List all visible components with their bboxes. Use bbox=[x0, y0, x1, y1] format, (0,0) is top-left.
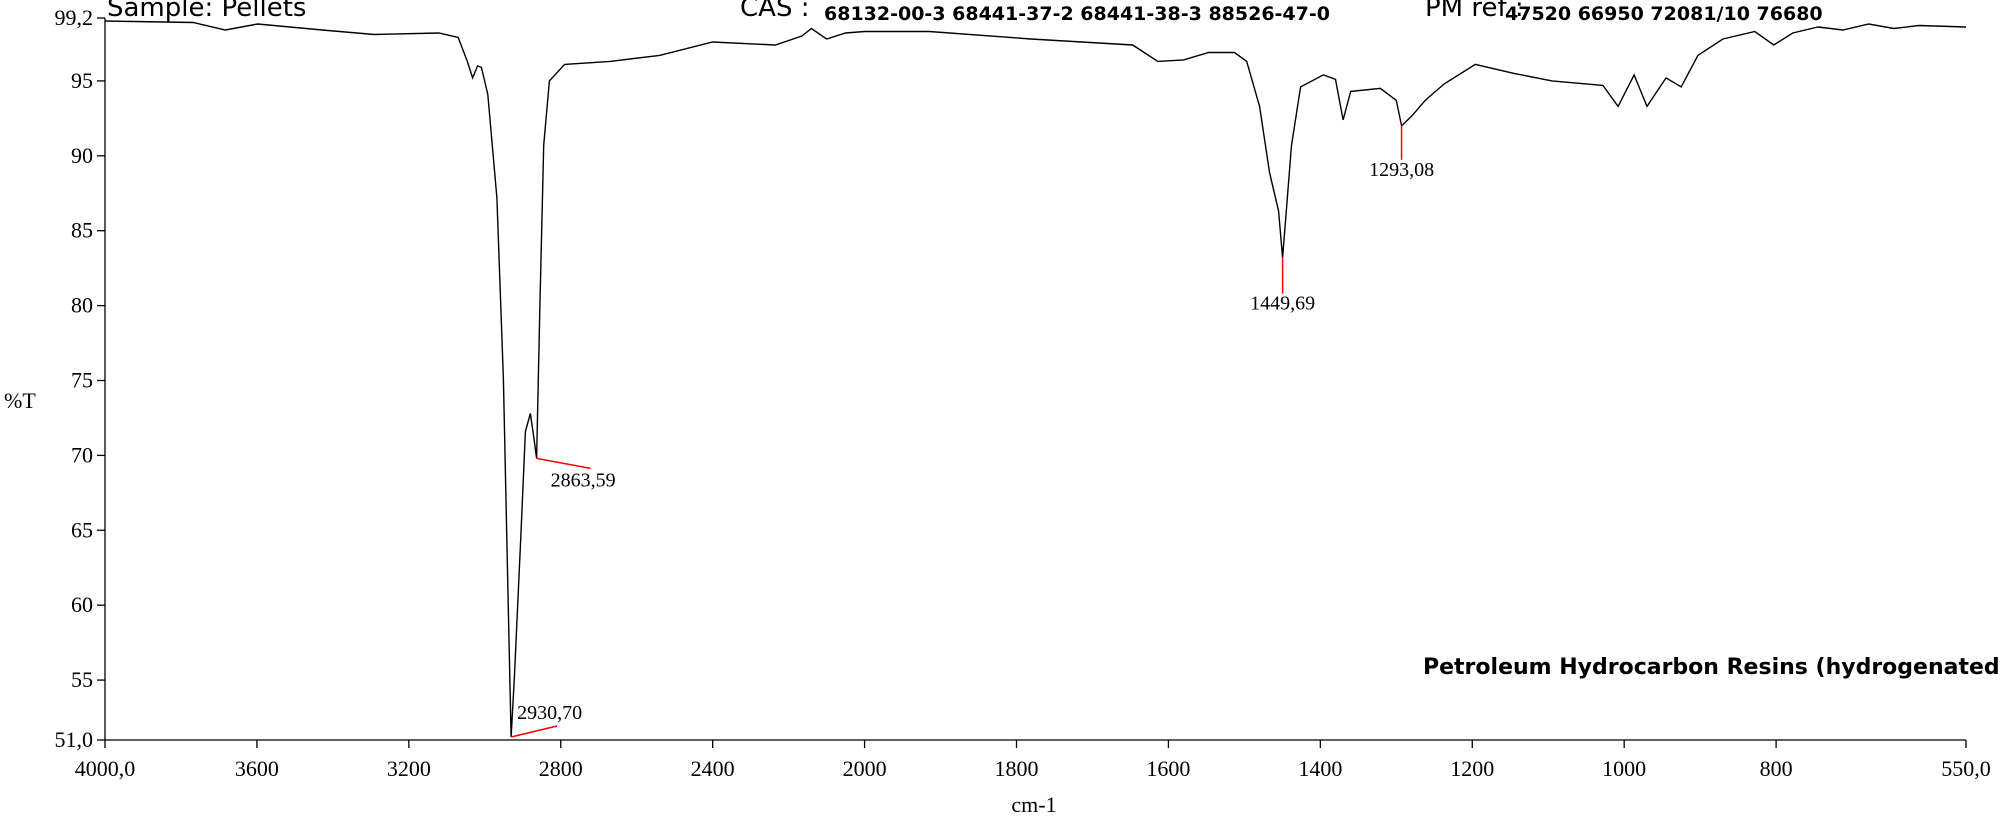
cas-label: CAS : bbox=[740, 0, 809, 23]
y-tick-label: 65 bbox=[71, 517, 93, 542]
peak-label: 1449,69 bbox=[1250, 293, 1315, 315]
pm-numbers: 47520 66950 72081/10 76680 bbox=[1505, 3, 1823, 25]
compound-name: Petroleum Hydrocarbon Resins (hydrogenat… bbox=[1423, 655, 2000, 680]
pm-label: PM ref : bbox=[1425, 0, 1524, 23]
spectrum-line bbox=[104, 20, 1967, 738]
y-tick-label: 51,0 bbox=[55, 727, 94, 752]
peak-label: 1293,08 bbox=[1369, 159, 1434, 181]
y-tick-label: 99,2 bbox=[55, 5, 94, 30]
peak-label: 2863,59 bbox=[551, 469, 616, 491]
x-tick-label: 4000,0 bbox=[75, 756, 136, 781]
y-tick-label: 55 bbox=[71, 667, 93, 692]
y-tick-label: 60 bbox=[71, 592, 93, 617]
y-axis-label: %T bbox=[4, 388, 36, 413]
y-tick-label: 80 bbox=[71, 293, 93, 318]
y-tick-label: 90 bbox=[71, 143, 93, 168]
peak-marker bbox=[536, 457, 591, 470]
x-tick-label: 2800 bbox=[539, 756, 583, 781]
x-axis-label: cm-1 bbox=[1011, 792, 1056, 817]
x-tick-label: 1200 bbox=[1450, 756, 1494, 781]
x-tick-label: 2000 bbox=[843, 756, 887, 781]
x-tick-label: 3200 bbox=[387, 756, 431, 781]
sample-label: Sample: Pellets bbox=[107, 0, 306, 23]
y-tick-label: 95 bbox=[71, 68, 93, 93]
y-tick-label: 85 bbox=[71, 218, 93, 243]
x-tick-label: 2400 bbox=[691, 756, 735, 781]
peak-label: 2930,70 bbox=[517, 702, 582, 724]
y-tick-label: 70 bbox=[71, 442, 93, 467]
x-tick-label: 1000 bbox=[1602, 756, 1646, 781]
x-tick-label: 1800 bbox=[995, 756, 1039, 781]
x-tick-label: 800 bbox=[1760, 756, 1793, 781]
peak-marker bbox=[510, 725, 558, 738]
x-tick-label: 3600 bbox=[235, 756, 279, 781]
x-tick-label: 1400 bbox=[1298, 756, 1342, 781]
y-tick-label: 75 bbox=[71, 367, 93, 392]
x-tick-label: 550,0 bbox=[1941, 756, 1991, 781]
x-tick-label: 1600 bbox=[1146, 756, 1190, 781]
cas-numbers: 68132-00-3 68441-37-2 68441-38-3 88526-4… bbox=[824, 3, 1330, 25]
